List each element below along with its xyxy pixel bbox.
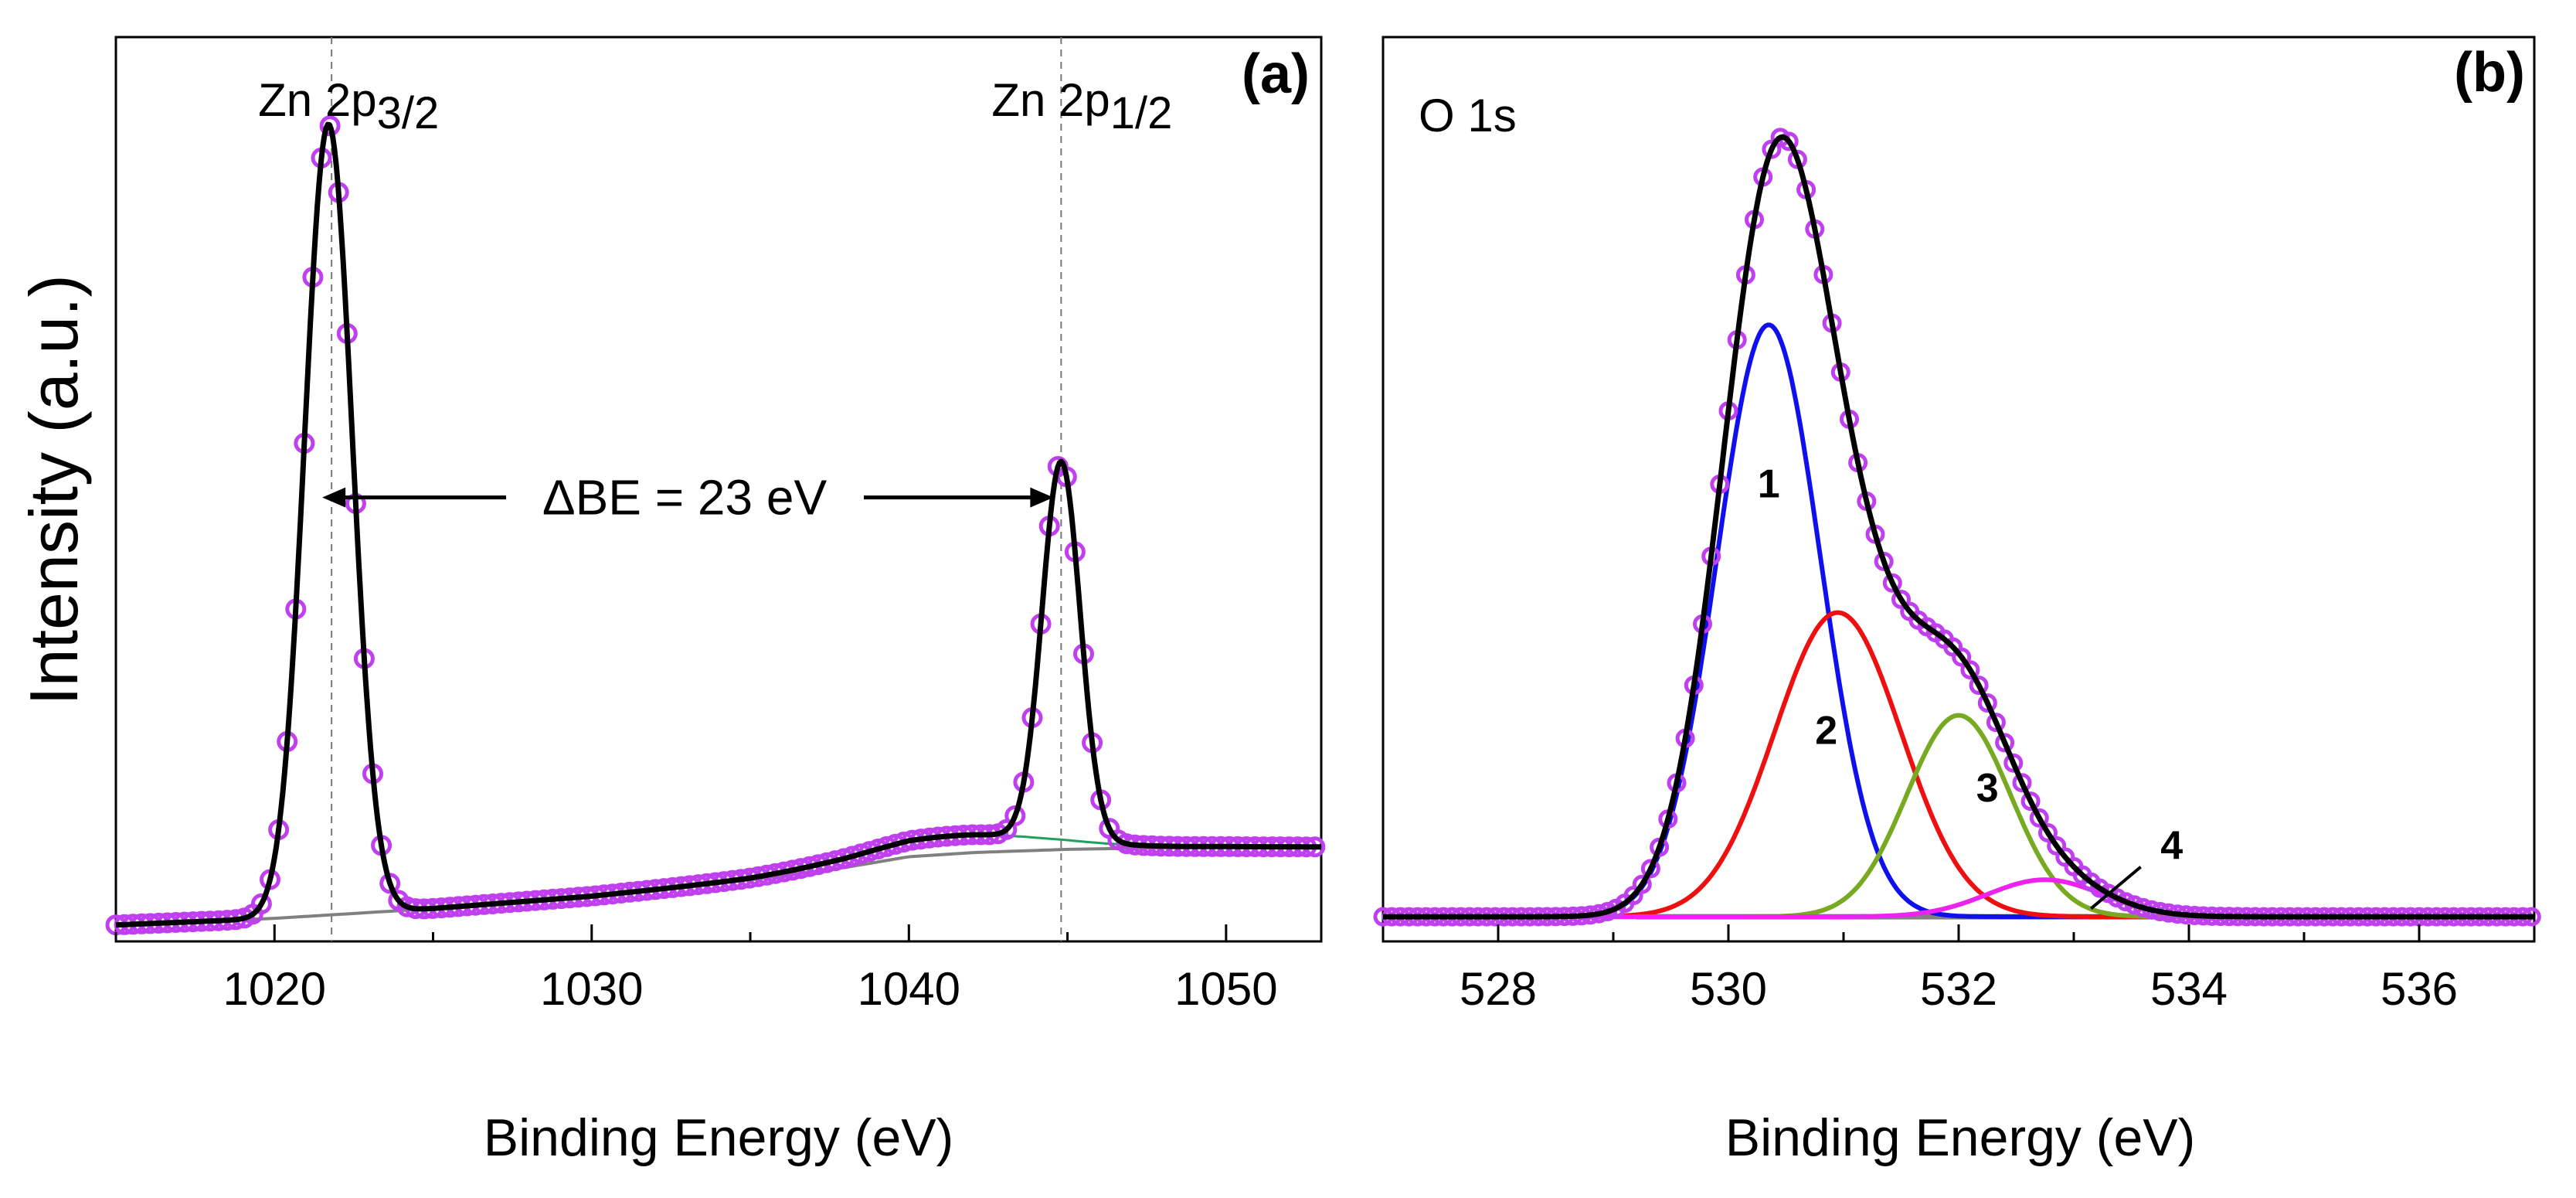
experimental-point bbox=[1977, 693, 1997, 713]
panel-a-frame bbox=[114, 36, 1323, 943]
panel-a-label: (a) bbox=[1242, 43, 1310, 105]
panel-a-tick-label: 1030 bbox=[540, 963, 643, 1015]
experimental-point bbox=[2003, 753, 2024, 773]
panel-b-tick-label: 532 bbox=[1920, 963, 1997, 1015]
component-1-label: 1 bbox=[1758, 462, 1780, 507]
delta-arrow-right-head bbox=[1030, 487, 1054, 508]
panel-b-title: O 1s bbox=[1419, 90, 1517, 141]
panel-a-x-ticks: 1020 1030 1040 1050 bbox=[114, 924, 1278, 1015]
experimental-point bbox=[2116, 892, 2136, 912]
panel-b-x-ticks: 528 530 532 534 536 bbox=[1381, 924, 2536, 1015]
experimental-point bbox=[1986, 713, 2006, 733]
panel-a-tick-label: 1040 bbox=[858, 963, 960, 1015]
experimental-point bbox=[1004, 805, 1026, 826]
panel-b-tick-label: 536 bbox=[2381, 963, 2458, 1015]
panel-b-tick-label: 534 bbox=[2150, 963, 2228, 1015]
experimental-point bbox=[2020, 791, 2041, 812]
fit-envelope-line bbox=[1382, 134, 2535, 920]
component-4-label: 4 bbox=[2160, 824, 2183, 869]
experimental-point bbox=[2038, 823, 2058, 842]
peak-label: Zn 2p3/2 bbox=[258, 74, 439, 138]
panel-a: Zn 2p3/2 Zn 2p1/2 ΔBE = 23 eV 1020 1030 1040… bbox=[105, 36, 1326, 1167]
experimental-point bbox=[2029, 808, 2049, 828]
experimental-point bbox=[1632, 874, 1652, 894]
panel-b-x-axis-title: Binding Energy (eV) bbox=[1725, 1108, 2196, 1167]
panel-a-tick-label: 1050 bbox=[1174, 963, 1277, 1015]
panel-b-label: (b) bbox=[2454, 42, 2525, 104]
experimental-point bbox=[2012, 773, 2032, 793]
experimental-point bbox=[1969, 676, 1989, 696]
component-3-label: 3 bbox=[1976, 766, 1999, 811]
component-2-curve bbox=[1579, 610, 2224, 920]
experimental-point bbox=[250, 893, 272, 914]
delta-arrow-left-head bbox=[322, 487, 346, 508]
fit-envelope-line bbox=[114, 121, 1323, 928]
component-1-curve bbox=[1579, 322, 2224, 920]
component-2-label: 2 bbox=[1815, 709, 1837, 754]
experimental-point bbox=[1952, 647, 1972, 667]
experimental-point bbox=[1779, 131, 1799, 151]
experimental-point bbox=[1995, 733, 2015, 753]
experimental-point bbox=[1882, 573, 1902, 593]
panel-b-tick-label: 530 bbox=[1690, 963, 1767, 1015]
component-4-arrow bbox=[2090, 866, 2142, 910]
panel-b-plot-area: 1 2 3 4 bbox=[1373, 128, 2541, 927]
y-axis-title: Intensity (a.u.) bbox=[15, 274, 92, 706]
peak-label: Zn 2p1/2 bbox=[991, 74, 1172, 138]
panel-a-plot-area: Zn 2p3/2 Zn 2p1/2 ΔBE = 23 eV bbox=[105, 37, 1326, 941]
panel-a-x-axis-title: Binding Energy (eV) bbox=[484, 1108, 954, 1167]
experimental-point bbox=[1640, 859, 1660, 879]
panel-a-tick-label: 1020 bbox=[223, 963, 326, 1015]
experimental-point bbox=[1960, 660, 1980, 680]
delta-be-annotation: ΔBE = 23 eV bbox=[542, 470, 828, 526]
panel-b-tick-label: 528 bbox=[1460, 963, 1537, 1015]
panel-b-frame bbox=[1381, 36, 2536, 943]
experimental-point bbox=[1891, 590, 1911, 609]
panel-b: 1 2 3 4 528 530 532 534 536 O 1s (b) Binding En… bbox=[1373, 36, 2541, 1167]
